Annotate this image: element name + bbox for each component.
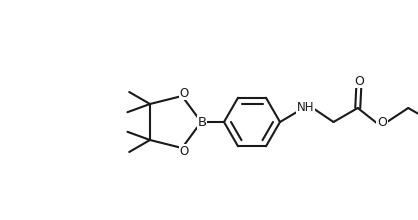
Text: O: O [377,116,387,128]
Text: O: O [179,145,189,158]
Text: O: O [179,86,189,99]
Text: B: B [197,116,206,128]
Text: NH: NH [296,101,314,114]
Text: O: O [354,75,364,88]
